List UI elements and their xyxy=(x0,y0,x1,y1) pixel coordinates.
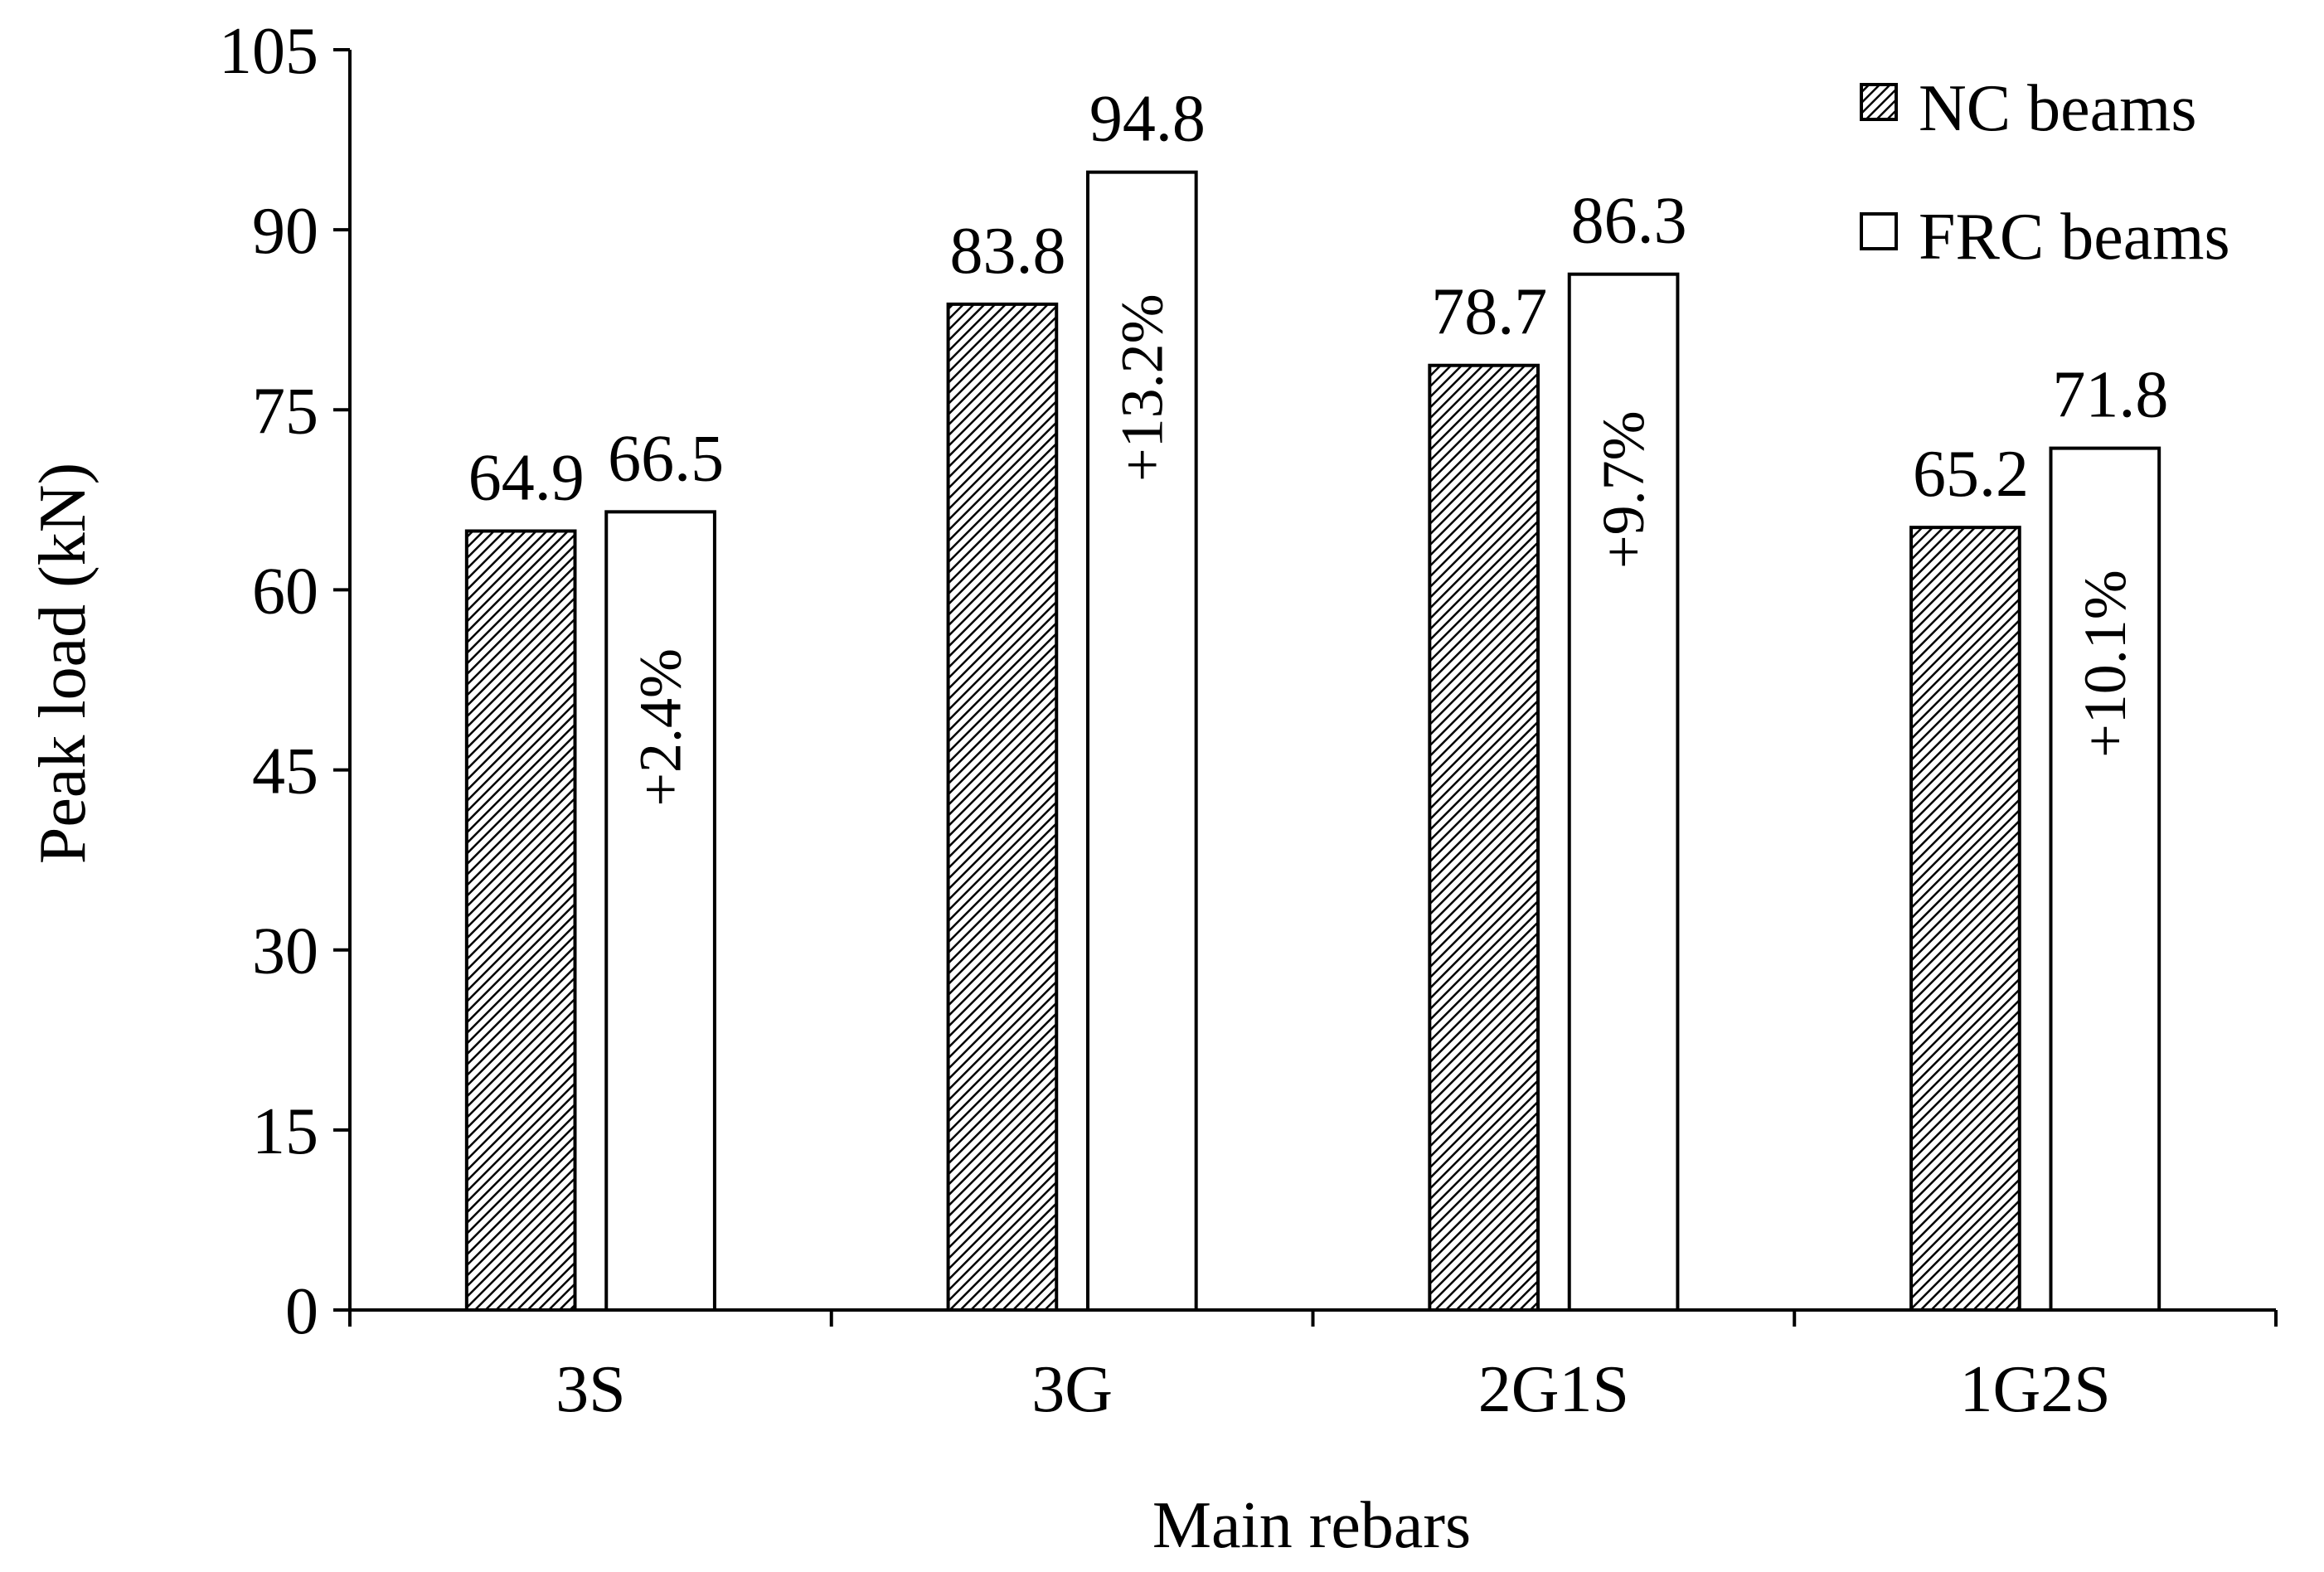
bar-nc-3s xyxy=(464,529,577,1312)
percent-increase-annotation: +10.1% xyxy=(2072,570,2138,758)
legend-item-nc: NC beams xyxy=(1860,72,2197,145)
y-tick-label: 75 xyxy=(252,375,318,448)
legend-swatch-nc xyxy=(1860,83,1898,121)
x-tick-label: 2G1S xyxy=(1478,1353,1629,1426)
bar-frc-2g1s xyxy=(1567,272,1680,1312)
legend-item-frc: FRC beams xyxy=(1860,201,2230,274)
bar-frc-3s xyxy=(604,510,716,1312)
legend: NC beams FRC beams xyxy=(1860,72,2230,274)
x-axis-ticks: 3S 3G 2G1S 1G2S xyxy=(348,1310,2278,1426)
data-label-frc: 71.8 xyxy=(2052,359,2168,432)
data-label-nc: 78.7 xyxy=(1431,276,1547,349)
bar-nc-3g xyxy=(946,302,1059,1312)
data-label-frc: 66.5 xyxy=(608,422,724,495)
y-tick-label: 45 xyxy=(252,735,318,808)
data-label-nc: 64.9 xyxy=(468,441,585,514)
data-labels: 64.9 66.5 +2.4% 83.8 94.8 +13.2% 78.7 86.3 +9.7%… xyxy=(468,83,2169,807)
y-tick-label: 60 xyxy=(252,555,318,628)
y-axis-title: Peak load (kN) xyxy=(27,463,99,864)
x-axis-title: Main rebars xyxy=(1152,1489,1471,1562)
bars xyxy=(464,170,2161,1312)
data-label-frc: 94.8 xyxy=(1089,83,1206,156)
bar-nc-2g1s xyxy=(1428,363,1540,1312)
percent-increase-annotation: +13.2% xyxy=(1109,294,1175,482)
y-tick-label: 105 xyxy=(219,15,318,88)
percent-increase-annotation: +9.7% xyxy=(1590,410,1657,569)
data-label-nc: 65.2 xyxy=(1913,438,2029,511)
y-tick-label: 15 xyxy=(252,1095,318,1168)
legend-label-nc: NC beams xyxy=(1919,72,2197,145)
percent-increase-annotation: +2.4% xyxy=(628,648,694,807)
x-tick-label: 1G2S xyxy=(1959,1353,2110,1426)
y-axis-ticks: 0 15 30 45 60 75 90 105 xyxy=(219,15,350,1348)
y-tick-label: 30 xyxy=(252,915,318,988)
legend-label-frc: FRC beams xyxy=(1919,201,2230,274)
plot-area: 0 15 30 45 60 75 90 105 3S 3G 2G1S 1G2S 64.9 66.5 +2… xyxy=(219,15,2278,1426)
legend-swatch-frc xyxy=(1860,212,1898,250)
x-tick-label: 3S xyxy=(556,1353,626,1426)
y-tick-label: 0 xyxy=(285,1275,318,1348)
data-label-frc: 86.3 xyxy=(1571,185,1687,258)
y-tick-label: 90 xyxy=(252,195,318,268)
bar-nc-1g2s xyxy=(1909,526,2021,1312)
x-tick-label: 3G xyxy=(1031,1353,1113,1426)
data-label-nc: 83.8 xyxy=(949,215,1065,288)
bar-frc-3g xyxy=(1085,170,1198,1312)
